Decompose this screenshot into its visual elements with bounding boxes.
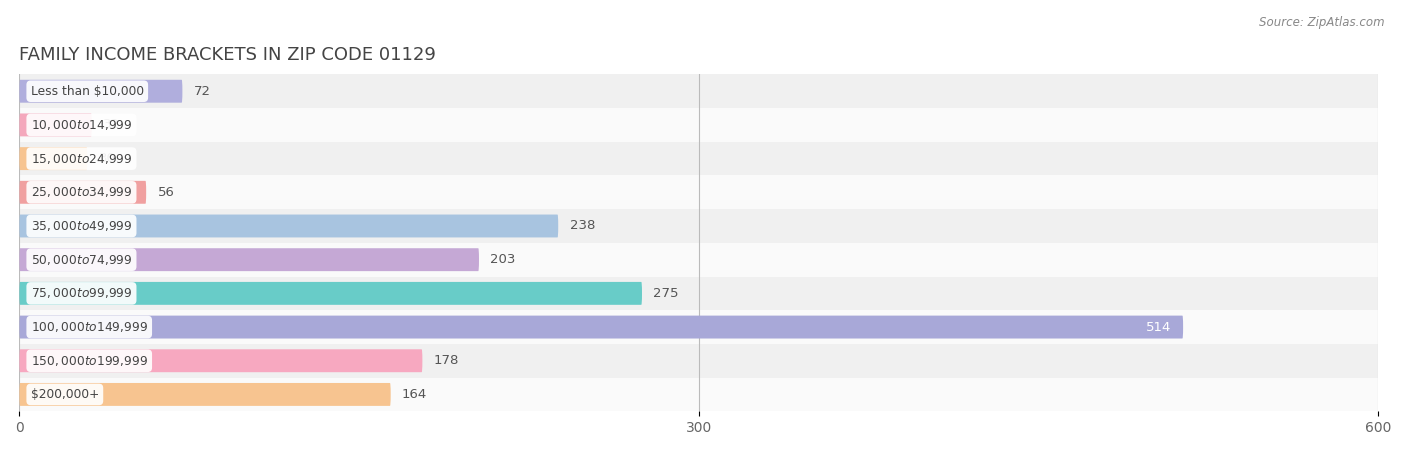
FancyBboxPatch shape xyxy=(20,383,391,406)
Bar xyxy=(20,209,1378,243)
Text: 238: 238 xyxy=(569,220,595,233)
FancyBboxPatch shape xyxy=(20,215,558,238)
Text: 203: 203 xyxy=(491,253,516,266)
Bar xyxy=(20,378,1378,411)
Text: $50,000 to $74,999: $50,000 to $74,999 xyxy=(31,253,132,267)
FancyBboxPatch shape xyxy=(20,248,479,271)
Text: 32: 32 xyxy=(103,118,120,131)
Text: 72: 72 xyxy=(194,85,211,98)
Text: $10,000 to $14,999: $10,000 to $14,999 xyxy=(31,118,132,132)
Bar xyxy=(20,142,1378,176)
Text: Less than $10,000: Less than $10,000 xyxy=(31,85,143,98)
Text: 56: 56 xyxy=(157,186,174,199)
FancyBboxPatch shape xyxy=(20,349,422,372)
Bar xyxy=(20,176,1378,209)
FancyBboxPatch shape xyxy=(20,181,146,204)
FancyBboxPatch shape xyxy=(20,315,1182,338)
Bar xyxy=(20,276,1378,310)
FancyBboxPatch shape xyxy=(20,282,643,305)
Text: 178: 178 xyxy=(433,354,460,367)
FancyBboxPatch shape xyxy=(20,80,183,103)
FancyBboxPatch shape xyxy=(20,113,91,136)
Bar xyxy=(20,344,1378,378)
Bar xyxy=(20,243,1378,276)
Text: $200,000+: $200,000+ xyxy=(31,388,98,401)
Text: $100,000 to $149,999: $100,000 to $149,999 xyxy=(31,320,148,334)
FancyBboxPatch shape xyxy=(20,147,87,170)
Bar xyxy=(20,108,1378,142)
Text: 30: 30 xyxy=(98,152,115,165)
Text: $75,000 to $99,999: $75,000 to $99,999 xyxy=(31,286,132,300)
Text: 514: 514 xyxy=(1146,320,1171,333)
Text: $150,000 to $199,999: $150,000 to $199,999 xyxy=(31,354,148,368)
Text: Source: ZipAtlas.com: Source: ZipAtlas.com xyxy=(1260,16,1385,29)
Text: $35,000 to $49,999: $35,000 to $49,999 xyxy=(31,219,132,233)
Bar xyxy=(20,310,1378,344)
Text: $25,000 to $34,999: $25,000 to $34,999 xyxy=(31,185,132,199)
Bar xyxy=(20,74,1378,108)
Text: $15,000 to $24,999: $15,000 to $24,999 xyxy=(31,152,132,166)
Text: FAMILY INCOME BRACKETS IN ZIP CODE 01129: FAMILY INCOME BRACKETS IN ZIP CODE 01129 xyxy=(20,46,436,64)
Text: 164: 164 xyxy=(402,388,427,401)
Text: 275: 275 xyxy=(654,287,679,300)
